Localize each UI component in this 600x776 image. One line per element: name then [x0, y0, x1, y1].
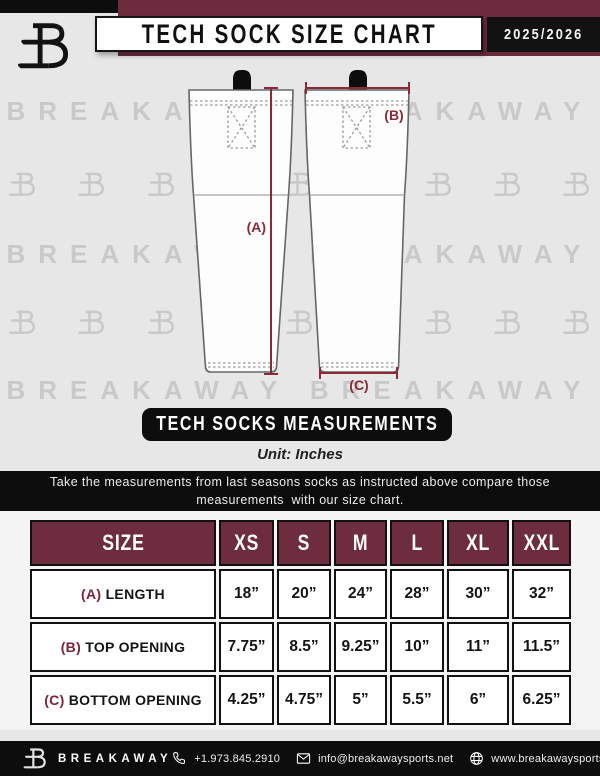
footer-bar: BREAKAWAY +1.973.845.2910 info@breakaway…: [0, 741, 600, 776]
globe-icon: [470, 752, 484, 765]
col-header-xs: XS: [219, 520, 274, 566]
unit-note: Unit: Inches: [257, 446, 343, 463]
table-cell: 6”: [447, 675, 509, 725]
instruction-line-2: measurements with our size chart.: [196, 493, 404, 507]
table-cell: 28”: [390, 569, 444, 619]
col-header-xxl: XXL: [512, 520, 571, 566]
right-sock-hanger-tab: [349, 70, 367, 90]
footer-phone-number: +1.973.845.2910: [194, 752, 281, 765]
sock-diagram: (A) (B) (C): [188, 70, 410, 393]
email-icon: [296, 753, 311, 764]
watermark-text-row: BREAKAWAY BREAKAWAY: [6, 375, 594, 405]
row-label-top-opening: (B) TOP OPENING: [30, 622, 216, 672]
measurement-line-c: [319, 367, 398, 379]
phone-icon: [173, 752, 186, 764]
table-cell: 8.5”: [277, 622, 331, 672]
col-header-l: L: [390, 520, 444, 566]
footer-brand-name: BREAKAWAY: [58, 752, 173, 765]
col-header-s: S: [277, 520, 331, 566]
table-cell: 10”: [390, 622, 444, 672]
left-sock-stitching: [190, 100, 292, 368]
breakaway-logo-icon: [22, 747, 49, 771]
footer-website-url: www.breakawaysports.net: [491, 752, 600, 765]
footer-website: www.breakawaysports.net: [469, 751, 600, 766]
footer-email: info@breakawaysports.net: [296, 751, 453, 766]
footer-email-address: info@breakawaysports.net: [318, 752, 454, 765]
table-cell: 24”: [334, 569, 387, 619]
table-cell: 30”: [447, 569, 509, 619]
footer-phone: +1.973.845.2910: [172, 751, 280, 766]
col-header-size: SIZE: [30, 520, 216, 566]
col-header-xl: XL: [447, 520, 509, 566]
footer-brand: BREAKAWAY: [22, 747, 172, 771]
left-sock: [188, 70, 294, 373]
instruction-line-1: Take the measurements from last seasons …: [50, 475, 550, 489]
breakaway-logo-icon: [15, 15, 75, 79]
row-label-length: (A) LENGTH: [30, 569, 216, 619]
top-black-strip: [0, 0, 118, 13]
title-box: TECH SOCK SIZE CHART: [95, 16, 483, 52]
diagram-label-b: (B): [384, 107, 403, 123]
right-sock-stitching: [306, 100, 408, 368]
instruction-bar: Take the measurements from last seasons …: [0, 471, 600, 511]
table-cell: 7.75”: [219, 622, 274, 672]
table-cell: 5.5”: [390, 675, 444, 725]
measurement-line-b: [305, 82, 410, 94]
page-title: TECH SOCK SIZE CHART: [141, 18, 437, 49]
diagram-label-c: (C): [349, 377, 368, 393]
measurement-line-a: [264, 87, 278, 375]
size-table: SIZE XS S M L XL XXL (A) LENGTH 18” 20” …: [30, 520, 571, 725]
table-cell: 4.25”: [219, 675, 274, 725]
row-label-bottom-opening: (C) BOTTOM OPENING: [30, 675, 216, 725]
measurements-badge: TECH SOCKS MEASUREMENTS: [142, 408, 452, 441]
season-box: 2025/2026: [487, 17, 600, 52]
table-cell: 32”: [512, 569, 571, 619]
col-header-m: M: [334, 520, 387, 566]
diagram-label-a: (A): [247, 219, 266, 235]
season-label: 2025/2026: [503, 26, 584, 43]
table-cell: 11”: [447, 622, 509, 672]
table-cell: 20”: [277, 569, 331, 619]
measurements-badge-label: TECH SOCKS MEASUREMENTS: [155, 413, 439, 435]
left-sock-outline: [188, 89, 294, 373]
table-cell: 6.25”: [512, 675, 571, 725]
left-sock-hanger-tab: [233, 70, 251, 90]
table-cell: 11.5”: [512, 622, 571, 672]
table-cell: 18”: [219, 569, 274, 619]
right-sock-outline: [304, 89, 410, 373]
table-cell: 5”: [334, 675, 387, 725]
table-cell: 4.75”: [277, 675, 331, 725]
table-cell: 9.25”: [334, 622, 387, 672]
table-section: SIZE XS S M L XL XXL (A) LENGTH 18” 20” …: [0, 511, 600, 730]
